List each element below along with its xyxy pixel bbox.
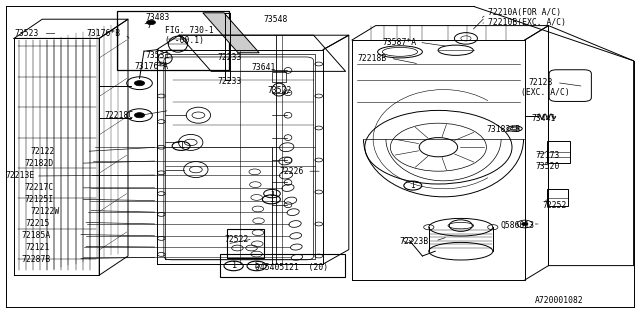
Text: 72213E: 72213E <box>5 172 35 180</box>
Text: 72210B(EXC. A/C): 72210B(EXC. A/C) <box>488 18 566 27</box>
Circle shape <box>522 222 528 226</box>
Text: 72121: 72121 <box>26 243 50 252</box>
Text: 73641: 73641 <box>252 63 276 72</box>
Text: 72218B: 72218B <box>357 54 387 63</box>
Bar <box>272 72 286 82</box>
Text: 72122W: 72122W <box>30 207 60 216</box>
Text: 73522: 73522 <box>268 86 292 95</box>
Text: 72182D: 72182D <box>24 159 54 168</box>
Text: 72210A(FOR A/C): 72210A(FOR A/C) <box>488 8 561 17</box>
Bar <box>547 141 570 163</box>
Text: 72233: 72233 <box>218 77 242 86</box>
Circle shape <box>134 81 145 86</box>
Text: 1: 1 <box>231 261 236 270</box>
Circle shape <box>147 20 156 25</box>
Text: 72223B: 72223B <box>399 237 429 246</box>
Text: 72218C: 72218C <box>104 111 134 120</box>
Text: 72252: 72252 <box>543 201 567 210</box>
Text: 73176*A: 73176*A <box>134 62 168 71</box>
Text: 73531: 73531 <box>146 52 170 60</box>
Text: 045405121  (20): 045405121 (20) <box>255 263 328 272</box>
Text: FIG. 730-1: FIG. 730-1 <box>165 26 214 35</box>
Text: 73520: 73520 <box>535 162 559 171</box>
Polygon shape <box>203 13 259 53</box>
Circle shape <box>184 139 197 146</box>
Bar <box>220 254 345 277</box>
Bar <box>547 189 568 206</box>
Text: 72173: 72173 <box>535 151 559 160</box>
Circle shape <box>192 112 205 118</box>
Text: 73182*B: 73182*B <box>486 125 520 134</box>
Text: 72287B: 72287B <box>21 255 51 264</box>
Text: 73523: 73523 <box>14 29 38 38</box>
Text: 73483: 73483 <box>146 13 170 22</box>
Text: 72122: 72122 <box>30 147 54 156</box>
Text: 1: 1 <box>269 191 275 196</box>
Text: S: S <box>254 261 259 270</box>
Text: 73587*A: 73587*A <box>382 38 416 47</box>
Text: 73548: 73548 <box>264 15 288 24</box>
Text: A720001082: A720001082 <box>535 296 584 305</box>
Text: 72128: 72128 <box>529 78 553 87</box>
Text: 72233: 72233 <box>218 53 242 62</box>
Text: 73441: 73441 <box>531 114 556 123</box>
Circle shape <box>189 166 202 173</box>
Text: 72522: 72522 <box>224 235 248 244</box>
Text: 72215: 72215 <box>26 219 50 228</box>
Text: 72226: 72226 <box>279 167 303 176</box>
Text: 72217C: 72217C <box>24 183 54 192</box>
Text: 1: 1 <box>269 195 274 204</box>
Text: Q586013: Q586013 <box>500 220 534 229</box>
Bar <box>227 229 264 258</box>
Bar <box>117 11 229 70</box>
Text: 72185A: 72185A <box>21 231 51 240</box>
Text: 1: 1 <box>410 181 415 190</box>
Text: 1: 1 <box>179 141 184 150</box>
Circle shape <box>134 113 145 118</box>
Text: 72125I: 72125I <box>24 195 54 204</box>
Text: (EXC. A/C): (EXC. A/C) <box>521 88 570 97</box>
Text: ( -00.1): ( -00.1) <box>165 36 204 44</box>
Text: 73176*B: 73176*B <box>86 29 120 38</box>
